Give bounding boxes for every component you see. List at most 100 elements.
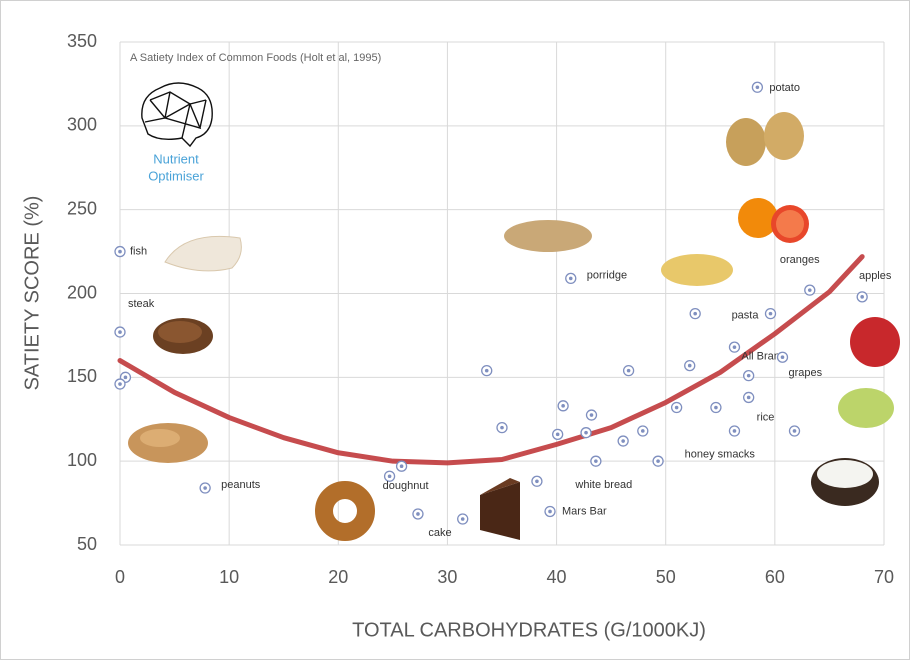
point-dot bbox=[416, 512, 420, 516]
y-tick-label: 300 bbox=[67, 115, 97, 135]
point-dot bbox=[714, 405, 718, 410]
data-point bbox=[199, 482, 211, 494]
point-dot bbox=[594, 459, 598, 463]
data-point bbox=[743, 370, 755, 382]
point-dot bbox=[792, 429, 797, 433]
point-dot bbox=[203, 486, 207, 490]
data-point bbox=[395, 460, 408, 472]
point-label: oranges bbox=[780, 254, 820, 266]
point-dot bbox=[674, 405, 679, 410]
point-dot bbox=[732, 429, 737, 433]
point-dot bbox=[860, 295, 864, 299]
grid bbox=[119, 41, 885, 546]
point-dot bbox=[626, 368, 631, 373]
data-point bbox=[689, 307, 701, 320]
fish bbox=[164, 235, 242, 272]
data-point bbox=[617, 435, 629, 447]
data-point bbox=[544, 505, 556, 518]
point-dot bbox=[807, 288, 812, 292]
point-label: porridge bbox=[587, 269, 627, 281]
data-point bbox=[552, 428, 564, 440]
point-label: doughnut bbox=[383, 480, 429, 492]
logo-text: Nutrient bbox=[153, 151, 199, 166]
data-point bbox=[531, 475, 543, 487]
data-point bbox=[114, 378, 126, 390]
data-point bbox=[751, 81, 764, 93]
point-dot bbox=[746, 395, 751, 400]
cake bbox=[480, 478, 520, 540]
chart-title: A Satiety Index of Common Foods (Holt et… bbox=[130, 52, 381, 64]
x-tick-label: 50 bbox=[656, 567, 676, 587]
data-point bbox=[580, 427, 592, 439]
point-dot bbox=[548, 509, 552, 514]
apple bbox=[850, 317, 900, 367]
point-dot bbox=[387, 474, 392, 479]
x-tick-label: 10 bbox=[219, 567, 239, 587]
data-point bbox=[710, 401, 722, 414]
point-label: honey smacks bbox=[685, 448, 756, 460]
oranges bbox=[738, 198, 809, 243]
point-label: white bread bbox=[574, 479, 632, 491]
data-point bbox=[622, 364, 635, 377]
data-point bbox=[585, 409, 598, 421]
point-dot bbox=[561, 404, 565, 408]
grapes bbox=[838, 388, 894, 428]
y-axis-label: SATIETY SCORE (%) bbox=[21, 196, 43, 391]
y-tick-label: 150 bbox=[67, 366, 97, 386]
point-dot bbox=[118, 330, 122, 334]
brain-logo bbox=[141, 82, 213, 148]
point-dot bbox=[732, 345, 737, 349]
point-dot bbox=[555, 432, 560, 437]
data-point bbox=[804, 284, 816, 296]
point-dot bbox=[399, 464, 404, 468]
point-label: peanuts bbox=[221, 479, 261, 491]
point-dot bbox=[123, 375, 128, 380]
data-point bbox=[684, 359, 696, 372]
data-point bbox=[114, 326, 126, 338]
oats bbox=[504, 220, 592, 252]
y-tick-label: 100 bbox=[67, 450, 97, 470]
data-point bbox=[383, 470, 396, 482]
point-dot bbox=[584, 430, 588, 435]
point-label: All Bran bbox=[741, 351, 780, 363]
point-label: steak bbox=[128, 298, 155, 310]
data-point bbox=[743, 391, 755, 404]
x-tick-label: 60 bbox=[765, 567, 785, 587]
point-dot bbox=[460, 517, 465, 521]
point-dot bbox=[746, 373, 751, 378]
logo-text: Optimiser bbox=[148, 168, 204, 183]
x-tick-label: 70 bbox=[874, 567, 894, 587]
point-dot bbox=[656, 459, 660, 463]
data-point bbox=[652, 455, 664, 467]
data-point bbox=[565, 272, 577, 285]
point-dot bbox=[484, 368, 489, 373]
doughnut bbox=[315, 481, 375, 541]
point-dot bbox=[589, 413, 594, 417]
data-point bbox=[481, 364, 493, 377]
point-dot bbox=[640, 429, 645, 433]
point-label: fish bbox=[130, 245, 147, 257]
x-axis-label: TOTAL CARBOHYDRATES (G/1000KJ) bbox=[352, 619, 706, 641]
point-label: cake bbox=[428, 527, 451, 539]
point-label: rice bbox=[757, 411, 775, 423]
y-tick-label: 200 bbox=[67, 282, 97, 302]
point-dot bbox=[687, 363, 692, 368]
point-dot bbox=[693, 311, 697, 316]
point-dot bbox=[621, 439, 625, 443]
x-tick-label: 0 bbox=[115, 567, 125, 587]
x-tick-label: 40 bbox=[547, 567, 567, 587]
potatoes bbox=[726, 112, 804, 166]
point-dot bbox=[568, 276, 573, 281]
food-images bbox=[128, 82, 900, 541]
point-label: Mars Bar bbox=[562, 505, 607, 517]
point-label: apples bbox=[859, 270, 892, 282]
point-label: grapes bbox=[788, 367, 822, 379]
y-tick-label: 50 bbox=[77, 534, 97, 554]
x-tick-label: 30 bbox=[437, 567, 457, 587]
trend-line bbox=[117, 254, 865, 466]
data-point bbox=[776, 351, 789, 363]
data-point bbox=[637, 425, 649, 437]
